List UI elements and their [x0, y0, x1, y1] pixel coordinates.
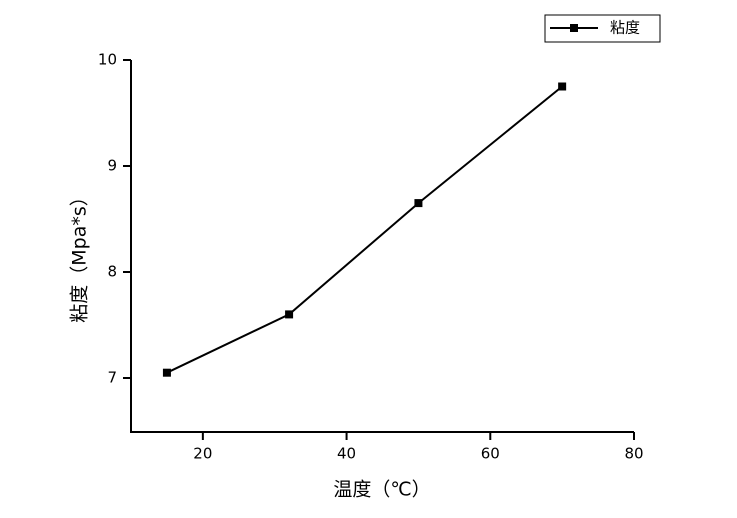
data-point	[285, 310, 294, 319]
data-point	[414, 199, 423, 208]
legend-label: 粘度	[610, 19, 640, 37]
series-line	[166, 85, 563, 374]
x-tick-label: 60	[481, 445, 500, 463]
x-tick-label: 80	[624, 445, 643, 463]
y-tick-label: 7	[107, 369, 117, 387]
y-tick-label: 10	[98, 51, 117, 69]
x-tick-label: 40	[337, 445, 356, 463]
y-axis-title: 粘度（Mpa*s）	[69, 187, 91, 323]
data-point	[558, 82, 567, 91]
data-point	[162, 368, 171, 377]
y-tick-label: 8	[107, 263, 117, 281]
x-axis-title: 温度（℃）	[333, 479, 430, 501]
legend-marker	[570, 24, 578, 32]
y-tick-label: 9	[107, 157, 117, 175]
x-tick-label: 20	[193, 445, 212, 463]
